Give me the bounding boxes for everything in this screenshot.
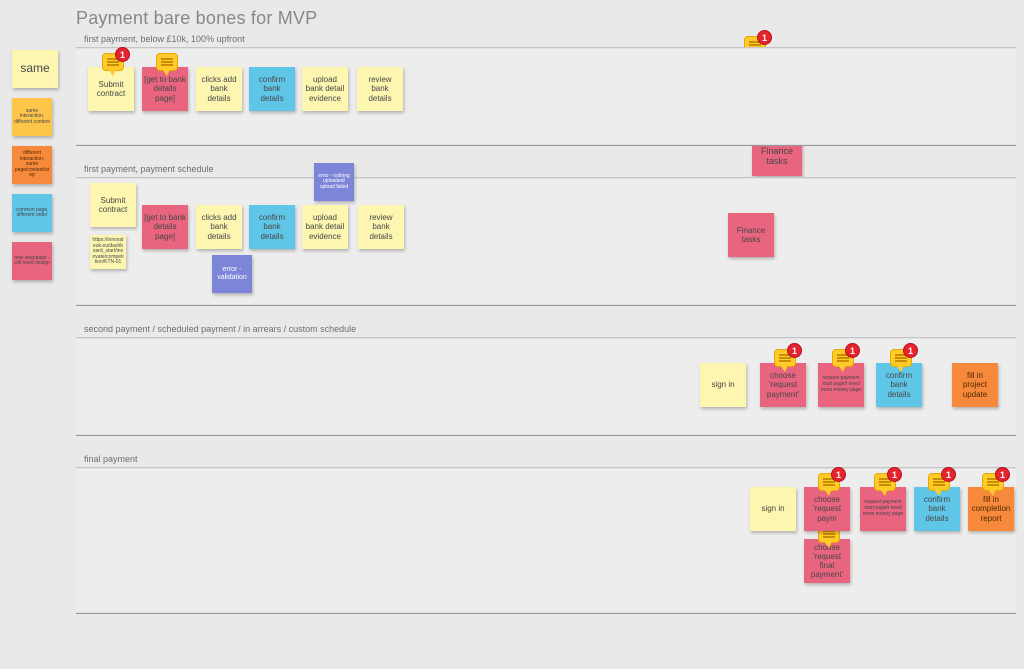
sticky-note[interactable]: upload bank detail evidence [302, 67, 348, 111]
legend-note[interactable]: common page, different order [12, 194, 52, 232]
comment-badge: 1 [887, 467, 902, 482]
sticky-note[interactable]: review bank details [358, 205, 404, 249]
board: Finance reject bank details evidence1Fin… [76, 34, 1016, 660]
sticky-note[interactable]: clicks add bank details [196, 205, 242, 249]
comment-icon[interactable] [156, 53, 178, 71]
comment-icon[interactable]: 1 [982, 473, 1004, 491]
comment-badge: 1 [995, 467, 1010, 482]
comment-badge: 1 [845, 343, 860, 358]
comment-badge: 1 [831, 467, 846, 482]
section-label: final payment [76, 454, 1016, 468]
comment-badge: 1 [941, 467, 956, 482]
page-title: Payment bare bones for MVP [76, 8, 317, 29]
sticky-note[interactable]: confirm bank details [249, 67, 295, 111]
comment-badge: 1 [903, 343, 918, 358]
legend-note[interactable]: different interaction, same page/content… [12, 146, 52, 184]
comment-icon[interactable]: 1 [890, 349, 912, 367]
section-label: first payment, below £10k, 100% upfront [76, 34, 1016, 48]
section-label: second payment / scheduled payment / in … [76, 324, 1016, 338]
lane[interactable]: Submit contract https://innovateuk.eu/das… [76, 178, 1016, 306]
comment-icon[interactable]: 1 [102, 53, 124, 71]
comment-badge: 1 [115, 47, 130, 62]
comment-icon[interactable]: 1 [832, 349, 854, 367]
sticky-note[interactable]: clicks add bank details [196, 67, 242, 111]
sticky-note[interactable]: sign in [750, 487, 796, 531]
legend-note[interactable]: new step/page - will need design [12, 242, 52, 280]
sticky-note[interactable]: Finance tasks [728, 213, 774, 257]
sticky-note[interactable]: error - validation [212, 255, 252, 293]
lane[interactable]: sign inchoose 'request payment'1request … [76, 338, 1016, 436]
sticky-note[interactable]: [get to bank details page] [142, 205, 188, 249]
comment-badge: 1 [787, 343, 802, 358]
comment-icon[interactable]: 1 [774, 349, 796, 367]
comment-icon[interactable]: 1 [874, 473, 896, 491]
sticky-note[interactable]: error - nothing uploaded/ upload failed [314, 163, 354, 201]
comment-icon[interactable]: 1 [928, 473, 950, 491]
section: final paymentsign inchoose 'request paym… [76, 454, 1016, 614]
section: first payment, payment scheduleSubmit co… [76, 164, 1016, 306]
legend-note[interactable]: same [12, 50, 58, 88]
legend: same same interaction, different content d… [12, 50, 66, 290]
lane[interactable]: Submit contract1[get to bank details pag… [76, 48, 1016, 146]
comment-icon[interactable]: 1 [818, 473, 840, 491]
sticky-note[interactable]: Submit contract [90, 183, 136, 227]
sticky-note[interactable]: https://innovateuk.eu/dashboard_start/in… [90, 235, 126, 269]
sticky-note[interactable]: sign in [700, 363, 746, 407]
section: first payment, below £10k, 100% upfrontS… [76, 34, 1016, 146]
section-label: first payment, payment schedule [76, 164, 1016, 178]
sticky-note[interactable]: fill in project update [952, 363, 998, 407]
lane[interactable]: sign inchoose 'request paym1choose 'requ… [76, 468, 1016, 614]
section: second payment / scheduled payment / in … [76, 324, 1016, 436]
legend-note[interactable]: same interaction, different content [12, 98, 52, 136]
sticky-note[interactable]: confirm bank details [249, 205, 295, 249]
sticky-note[interactable]: upload bank detail evidence [302, 205, 348, 249]
sticky-note[interactable]: review bank details [357, 67, 403, 111]
